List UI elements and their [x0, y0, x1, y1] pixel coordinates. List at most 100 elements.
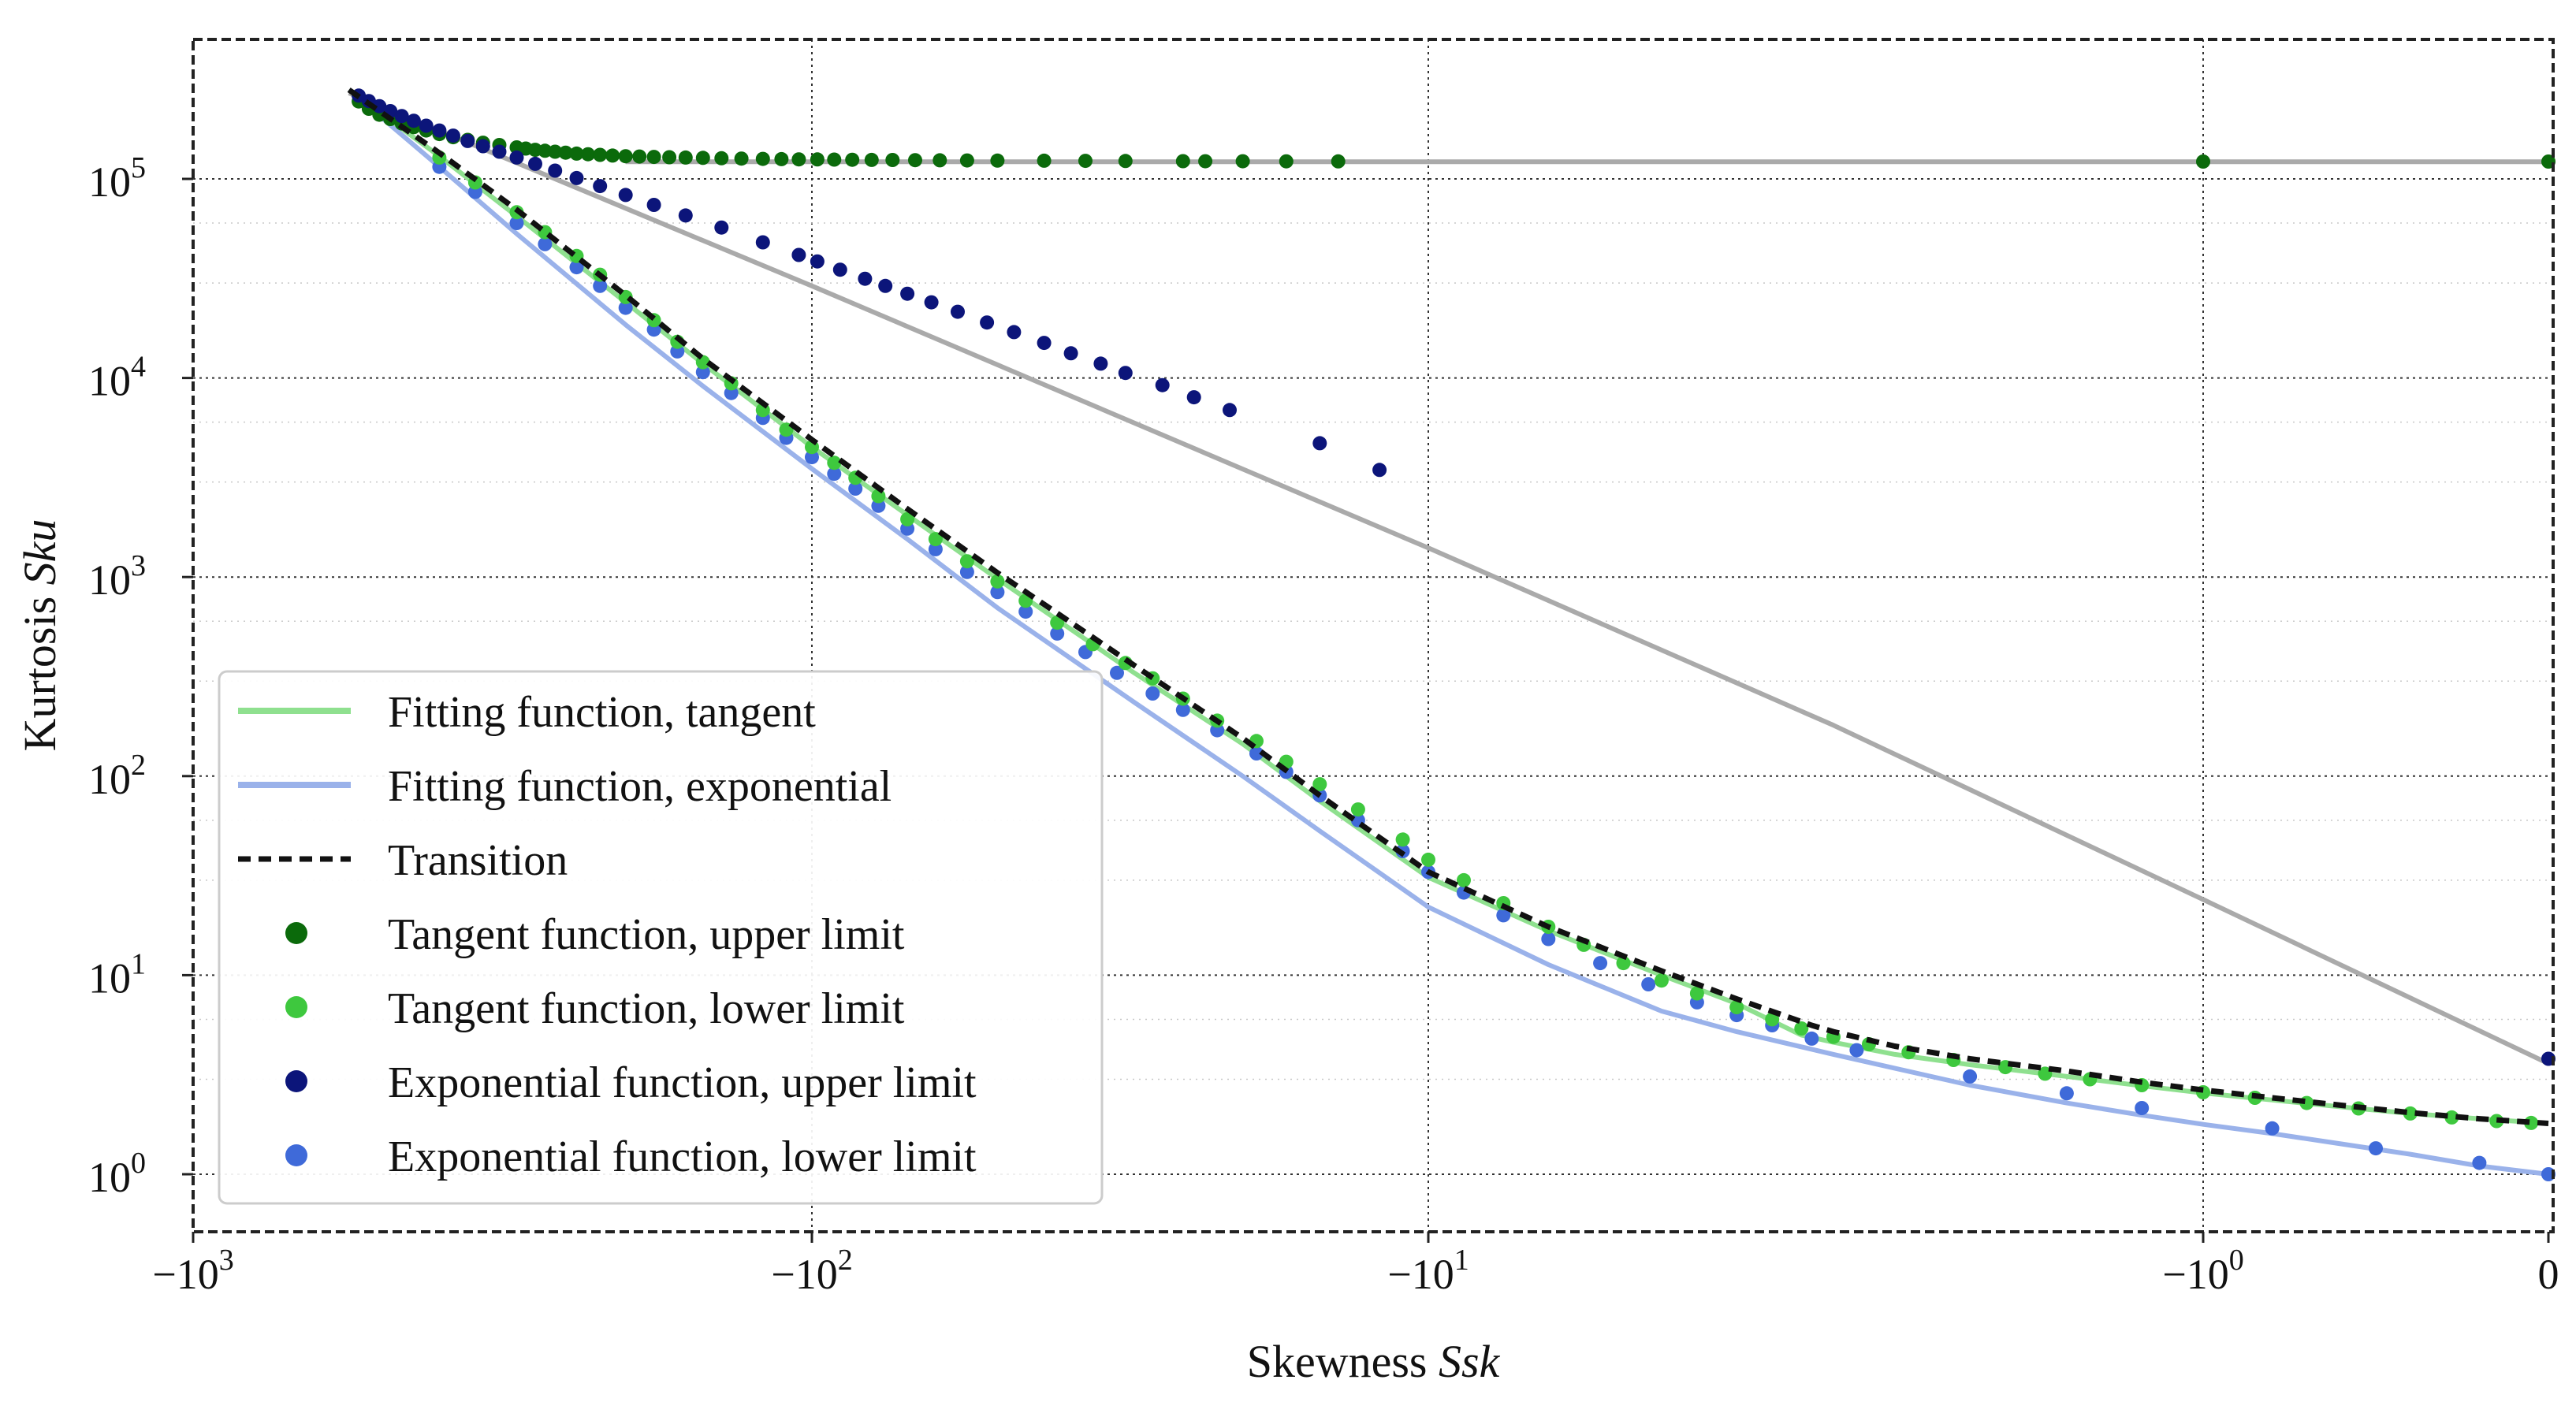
point-tangent-function-lower-limit: [1654, 973, 1669, 988]
point-tangent-function-lower-limit: [959, 554, 974, 569]
point-exponential-function-upper-limit: [406, 113, 421, 128]
legend-label: Fitting function, tangent: [388, 688, 816, 737]
point-tangent-function-lower-limit: [928, 532, 943, 547]
point-tangent-function-upper-limit: [810, 152, 825, 167]
legend-marker-exponential-function-lower-limit: [285, 1144, 307, 1166]
point-tangent-function-upper-limit: [959, 153, 974, 168]
point-exponential-function-lower-limit: [1963, 1069, 1978, 1084]
point-exponential-function-lower-limit: [1249, 746, 1264, 761]
series-line-exponential-upper-bound: [348, 91, 2550, 1066]
point-tangent-function-upper-limit: [569, 146, 584, 161]
point-tangent-function-upper-limit: [2196, 154, 2210, 169]
point-exponential-function-upper-limit: [432, 123, 447, 138]
point-exponential-function-lower-limit: [2265, 1121, 2280, 1136]
point-exponential-function-lower-limit: [2059, 1086, 2074, 1101]
point-tangent-function-lower-limit: [1457, 872, 1471, 887]
point-tangent-function-upper-limit: [1279, 154, 1294, 169]
point-exponential-function-lower-limit: [1804, 1031, 1819, 1046]
point-exponential-function-upper-limit: [1063, 346, 1078, 361]
legend-marker-exponential-function-upper-limit: [285, 1070, 307, 1092]
point-tangent-function-upper-limit: [714, 151, 729, 165]
legend-marker-tangent-function-lower-limit: [285, 996, 307, 1018]
point-exponential-function-upper-limit: [1155, 377, 1170, 392]
point-exponential-function-upper-limit: [1118, 366, 1133, 381]
point-exponential-function-upper-limit: [509, 150, 524, 165]
point-tangent-function-upper-limit: [662, 150, 677, 165]
point-tangent-function-upper-limit: [593, 147, 608, 162]
legend-marker-tangent-function-upper-limit: [285, 922, 307, 944]
point-exponential-function-lower-limit: [1175, 702, 1190, 717]
y-tick-label: 102: [88, 749, 146, 803]
point-tangent-function-upper-limit: [845, 152, 860, 167]
point-exponential-function-upper-limit: [618, 188, 633, 203]
plot-frame: [192, 38, 2555, 1233]
point-tangent-function-lower-limit: [1689, 986, 1704, 1001]
legend-label: Exponential function, upper limit: [388, 1058, 977, 1107]
point-exponential-function-upper-limit: [980, 315, 995, 330]
point-exponential-function-lower-limit: [2369, 1141, 2383, 1156]
point-exponential-function-upper-limit: [593, 179, 608, 194]
point-exponential-function-lower-limit: [538, 236, 553, 251]
point-tangent-function-upper-limit: [646, 150, 661, 165]
legend-label: Tangent function, lower limit: [388, 984, 905, 1033]
point-exponential-function-upper-limit: [548, 163, 563, 178]
point-tangent-function-upper-limit: [1198, 154, 1213, 169]
point-exponential-function-lower-limit: [1145, 686, 1160, 701]
point-tangent-function-lower-limit: [827, 456, 842, 470]
point-exponential-function-upper-limit: [528, 156, 542, 171]
point-exponential-function-lower-limit: [569, 260, 584, 275]
y-tick-label: 104: [88, 351, 146, 405]
x-tick-label: −101: [1387, 1244, 1469, 1298]
point-exponential-function-upper-limit: [419, 118, 434, 133]
point-exponential-function-upper-limit: [569, 170, 584, 185]
point-exponential-function-upper-limit: [678, 208, 693, 223]
point-tangent-function-upper-limit: [791, 152, 806, 167]
point-tangent-function-upper-limit: [755, 151, 770, 166]
point-exponential-function-lower-limit: [805, 450, 819, 465]
point-exponential-function-upper-limit: [714, 220, 729, 235]
axis-ticks: −103 −102 −101 −100 0 100 101 102 103 104 105: [88, 151, 2559, 1298]
x-tick-label: −103: [152, 1244, 233, 1298]
point-exponential-function-upper-limit: [372, 99, 387, 113]
x-tick-label: 0: [2538, 1251, 2559, 1298]
point-exponential-function-lower-limit: [2135, 1101, 2150, 1115]
y-axis-title: Kurtosis Sku: [14, 519, 65, 752]
point-exponential-function-lower-limit: [928, 541, 943, 556]
point-tangent-function-lower-limit: [2444, 1110, 2459, 1125]
point-exponential-function-lower-limit: [593, 278, 608, 293]
point-tangent-function-upper-limit: [605, 148, 620, 163]
legend: Fitting function, tangent Fitting functio…: [218, 670, 1104, 1205]
point-exponential-function-upper-limit: [1093, 356, 1108, 371]
point-tangent-function-upper-limit: [774, 151, 789, 166]
point-exponential-function-lower-limit: [618, 300, 633, 315]
point-tangent-function-upper-limit: [581, 147, 595, 162]
point-tangent-function-upper-limit: [932, 153, 947, 168]
point-tangent-function-upper-limit: [734, 151, 749, 166]
point-exponential-function-lower-limit: [2472, 1155, 2487, 1170]
point-exponential-function-upper-limit: [924, 295, 939, 310]
point-exponential-function-lower-limit: [871, 498, 886, 513]
legend-box: [218, 670, 1104, 1205]
point-tangent-function-lower-limit: [1729, 1000, 1744, 1015]
point-tangent-function-upper-limit: [1078, 154, 1093, 169]
point-exponential-function-lower-limit: [848, 482, 863, 496]
legend-label: Transition: [388, 836, 568, 885]
point-tangent-function-lower-limit: [1395, 832, 1410, 847]
point-tangent-function-upper-limit: [618, 149, 633, 164]
point-tangent-function-lower-limit: [1312, 777, 1327, 792]
point-tangent-function-upper-limit: [695, 151, 710, 165]
legend-label: Tangent function, upper limit: [388, 910, 905, 959]
point-tangent-function-upper-limit: [864, 152, 879, 167]
legend-label: Exponential function, lower limit: [388, 1132, 977, 1181]
plot-series: [347, 87, 2556, 1181]
point-exponential-function-upper-limit: [1007, 325, 1022, 340]
point-exponential-function-lower-limit: [509, 216, 524, 230]
point-exponential-function-upper-limit: [445, 128, 460, 143]
point-tangent-function-upper-limit: [1235, 154, 1250, 169]
point-exponential-function-lower-limit: [1110, 665, 1124, 680]
point-exponential-function-lower-limit: [990, 585, 1005, 600]
point-tangent-function-upper-limit: [990, 153, 1005, 168]
point-tangent-function-upper-limit: [548, 144, 563, 159]
y-tick-label: 103: [88, 549, 146, 604]
point-tangent-function-upper-limit: [558, 145, 573, 160]
